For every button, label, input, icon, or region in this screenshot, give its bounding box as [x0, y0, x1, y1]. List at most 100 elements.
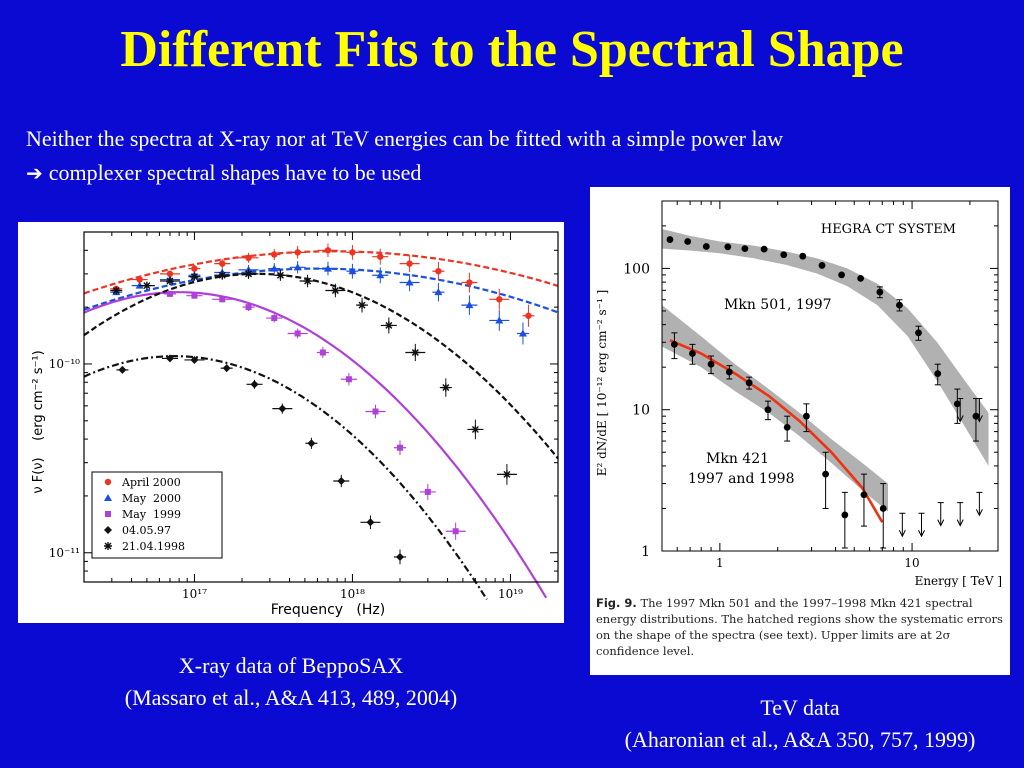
data-point: [424, 488, 431, 495]
data-point: [741, 245, 749, 253]
data-point: [294, 249, 301, 256]
systematic-band: [662, 305, 888, 512]
data-point: [441, 383, 450, 392]
data-point: [345, 376, 352, 383]
tev-axis-ticks: [661, 200, 998, 552]
data-point: [818, 262, 826, 269]
y-tick-label: 100: [623, 261, 650, 277]
left-caption-line-1: X-ray data of BeppoSAX: [178, 653, 404, 678]
data-point: [702, 243, 710, 250]
x-tick-label: 1: [716, 556, 724, 570]
legend-entry: 21.04.1998: [122, 540, 185, 553]
data-point: [876, 288, 884, 296]
data-point: [244, 269, 253, 278]
data-point: [366, 518, 375, 527]
data-point: [372, 408, 379, 415]
data-point: [166, 270, 174, 278]
data-point: [303, 277, 312, 286]
slide-title: Different Fits to the Spectral Shape: [120, 21, 904, 78]
data-point: [666, 236, 674, 243]
y-axis-label: ν F(ν) (erg cm⁻² s⁻¹): [31, 350, 46, 493]
upper-limit-arrow: [956, 415, 964, 423]
legend-entry: May 1999: [122, 508, 181, 521]
arrow-right-icon: ➔: [26, 161, 43, 185]
tev-data-points: [666, 236, 983, 549]
data-point: [191, 265, 198, 272]
data-point: [434, 288, 443, 296]
data-point: [118, 365, 127, 374]
fit-curve: [83, 291, 548, 599]
y-tick-label: 10⁻¹¹: [49, 546, 80, 560]
data-point: [377, 253, 384, 260]
data-point: [745, 379, 753, 387]
xray-legend: April 2000 May 2000 May 1999 04.05.97 21…: [91, 471, 223, 559]
xray-fit-curves: [83, 250, 559, 601]
systematic-band: [662, 229, 989, 466]
xray-sed-chart: 10¹⁷ 10¹⁸ 10¹⁹ 10⁻¹⁰ 10⁻¹¹ Frequency (Hz…: [31, 231, 559, 618]
data-point: [496, 296, 503, 303]
data-point: [452, 528, 459, 535]
data-point: [495, 316, 504, 324]
legend-box: [91, 471, 223, 559]
y-tick-label: 10⁻¹⁰: [49, 357, 80, 371]
data-point: [396, 552, 404, 561]
intro-line-1: Neither the spectra at X-ray nor at TeV …: [26, 126, 784, 151]
data-point: [465, 301, 474, 309]
x-tick-label: 10: [904, 556, 919, 570]
x-tick-label: 10¹⁸: [340, 587, 365, 601]
legend-markers: [104, 478, 112, 550]
annotation-mkn501: Mkn 501, 1997: [724, 297, 832, 313]
data-point: [358, 301, 367, 310]
data-point: [802, 412, 810, 420]
upper-limit-arrow: [956, 519, 964, 527]
data-point: [166, 290, 173, 297]
data-point: [411, 348, 420, 357]
figure-caption-text: The 1997 Mkn 501 and the 1997–1998 Mkn 4…: [596, 596, 1003, 658]
data-point: [271, 251, 278, 258]
data-point: [323, 264, 332, 272]
intro-line-2: ➔ complexer spectral shapes have to be us…: [26, 156, 783, 190]
data-point: [799, 252, 807, 260]
legend-entry: May 2000: [122, 492, 181, 505]
data-point: [384, 321, 393, 330]
fit-curve: [83, 250, 559, 295]
data-point: [879, 505, 887, 512]
annotation-mkn421-years: 1997 and 1998: [688, 471, 794, 487]
data-point: [165, 354, 174, 363]
x-axis-label: Frequency (Hz): [271, 602, 385, 618]
systematic-error-bands: [662, 229, 989, 512]
upper-limit-arrow: [975, 415, 983, 423]
data-point: [896, 301, 903, 309]
data-point: [838, 271, 846, 279]
data-point: [670, 340, 678, 348]
data-point: [293, 263, 302, 271]
x-tick-label: 10¹⁹: [498, 587, 523, 601]
data-point: [471, 425, 480, 434]
tev-sed-chart-panel: 1 10 100 10 1 Energy [ TeV ] E² dN/dE [ …: [590, 187, 1010, 675]
data-point: [783, 423, 791, 431]
legend-marker: [104, 542, 112, 550]
x-tick-label: 10¹⁷: [182, 587, 207, 601]
data-point: [136, 276, 143, 283]
data-point: [525, 312, 532, 319]
chart-title: HEGRA CT SYSTEM: [821, 222, 956, 237]
tev-sed-chart: 1 10 100 10 1 Energy [ TeV ] E² dN/dE [ …: [595, 200, 1002, 587]
data-point: [397, 444, 403, 451]
intro-text: Neither the spectra at X-ray nor at TeV …: [26, 122, 783, 190]
legend-marker: [105, 511, 111, 517]
upper-limit-arrow: [918, 530, 925, 538]
data-point: [857, 274, 865, 282]
data-point: [112, 286, 121, 295]
data-point: [190, 272, 199, 281]
data-point: [331, 286, 340, 295]
right-caption: TeV data (Aharonian et al., A&A 350, 757…: [560, 692, 1024, 756]
legend-entry: 04.05.97: [122, 524, 171, 537]
y-axis-label: E² dN/dE [ 10⁻¹² erg cm⁻² s⁻¹ ]: [595, 290, 609, 477]
data-point: [307, 439, 316, 448]
data-point: [276, 271, 285, 280]
tev-plot-frame: [661, 200, 999, 552]
y-tick-label: 1: [641, 544, 650, 560]
right-caption-line-1: TeV data: [760, 695, 840, 720]
xray-data-points: [110, 243, 535, 565]
mkn421-fit-line: [669, 339, 884, 523]
